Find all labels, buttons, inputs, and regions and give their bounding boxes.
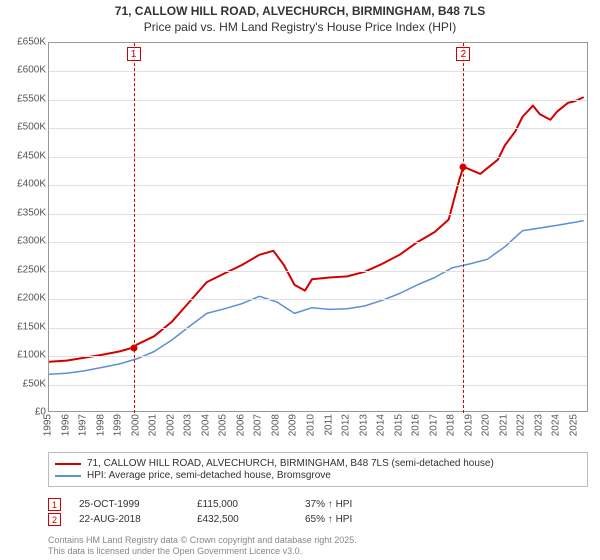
gridline-h [49,299,587,300]
xtick-label: 2019 [463,414,474,436]
event-hpi-1: 37% ↑ HPI [305,499,352,510]
ytick-label: £0 [6,407,46,418]
xtick-label: 2002 [165,414,176,436]
xtick-label: 2001 [148,414,159,436]
plot-svg [49,43,589,413]
title-line-1: 71, CALLOW HILL ROAD, ALVECHURCH, BIRMIN… [0,4,600,18]
event-row-1: 1 25-OCT-1999 £115,000 37% ↑ HPI [48,498,588,511]
xtick-label: 2024 [551,414,562,436]
series-line-property [49,97,584,362]
ytick-label: £600K [6,65,46,76]
legend-item-hpi: HPI: Average price, semi-detached house,… [55,470,581,481]
xtick-label: 2013 [358,414,369,436]
gridline-h [49,385,587,386]
gridline-h [49,271,587,272]
legend-item-property: 71, CALLOW HILL ROAD, ALVECHURCH, BIRMIN… [55,458,581,469]
gridline-h [49,214,587,215]
footnote-line-1: Contains HM Land Registry data © Crown c… [48,535,588,546]
xtick-label: 2009 [288,414,299,436]
xtick-label: 2022 [516,414,527,436]
gridline-h [49,328,587,329]
xtick-label: 2008 [270,414,281,436]
xtick-label: 2007 [253,414,264,436]
sale-events: 1 25-OCT-1999 £115,000 37% ↑ HPI 2 22-AU… [48,496,588,528]
sale-marker-box: 1 [127,47,141,61]
gridline-h [49,128,587,129]
xtick-label: 2012 [341,414,352,436]
sale-marker-line [463,43,464,413]
xtick-label: 2016 [411,414,422,436]
ytick-label: £250K [6,264,46,275]
event-date-1: 25-OCT-1999 [79,499,179,510]
ytick-label: £500K [6,122,46,133]
legend-label-property: 71, CALLOW HILL ROAD, ALVECHURCH, BIRMIN… [87,458,494,469]
xtick-label: 1995 [43,414,54,436]
sale-marker-box: 2 [456,47,470,61]
xtick-label: 2004 [200,414,211,436]
xtick-label: 2021 [498,414,509,436]
legend-swatch-property [55,463,81,465]
ytick-label: £50K [6,378,46,389]
xtick-label: 2005 [218,414,229,436]
event-hpi-2: 65% ↑ HPI [305,514,352,525]
xtick-label: 2023 [533,414,544,436]
xtick-label: 1999 [113,414,124,436]
gridline-h [49,71,587,72]
event-row-2: 2 22-AUG-2018 £432,500 65% ↑ HPI [48,513,588,526]
footnote: Contains HM Land Registry data © Crown c… [48,535,588,557]
xtick-label: 2006 [235,414,246,436]
gridline-h [49,100,587,101]
plot-area: 12 [48,42,588,412]
chart-container: 71, CALLOW HILL ROAD, ALVECHURCH, BIRMIN… [0,0,600,560]
xtick-label: 2018 [446,414,457,436]
gridline-h [49,242,587,243]
ytick-label: £350K [6,207,46,218]
event-date-2: 22-AUG-2018 [79,514,179,525]
legend: 71, CALLOW HILL ROAD, ALVECHURCH, BIRMIN… [48,452,588,487]
ytick-label: £200K [6,293,46,304]
xtick-label: 2003 [183,414,194,436]
xtick-label: 1997 [78,414,89,436]
ytick-label: £150K [6,321,46,332]
xtick-label: 2011 [323,414,334,436]
xtick-label: 2000 [130,414,141,436]
footnote-line-2: This data is licensed under the Open Gov… [48,546,588,557]
title-line-2: Price paid vs. HM Land Registry's House … [0,20,600,34]
xtick-label: 1996 [60,414,71,436]
chart-title: 71, CALLOW HILL ROAD, ALVECHURCH, BIRMIN… [0,0,600,36]
gridline-h [49,185,587,186]
gridline-h [49,356,587,357]
xtick-label: 2017 [428,414,439,436]
gridline-h [49,157,587,158]
xtick-label: 1998 [95,414,106,436]
series-line-hpi [49,221,584,375]
sale-marker-dot [460,163,467,170]
ytick-label: £450K [6,150,46,161]
ytick-label: £650K [6,37,46,48]
xtick-label: 2015 [393,414,404,436]
event-marker-1: 1 [48,498,61,511]
ytick-label: £400K [6,179,46,190]
xtick-label: 2014 [376,414,387,436]
xtick-label: 2025 [568,414,579,436]
event-price-1: £115,000 [197,499,287,510]
ytick-label: £100K [6,350,46,361]
sale-marker-dot [130,344,137,351]
event-marker-2: 2 [48,513,61,526]
legend-swatch-hpi [55,475,81,477]
sale-marker-line [134,43,135,413]
ytick-label: £550K [6,93,46,104]
legend-label-hpi: HPI: Average price, semi-detached house,… [87,470,331,481]
event-price-2: £432,500 [197,514,287,525]
ytick-label: £300K [6,236,46,247]
xtick-label: 2010 [305,414,316,436]
xtick-label: 2020 [481,414,492,436]
